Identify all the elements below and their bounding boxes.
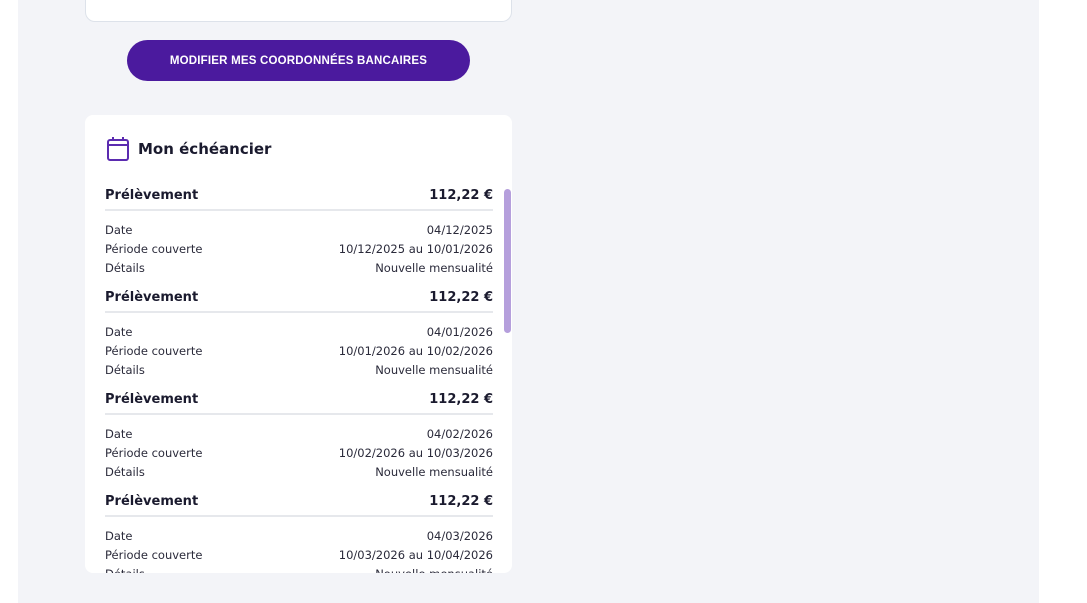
previous-card: [85, 0, 512, 22]
details-value: Nouvelle mensualité: [375, 565, 493, 573]
period-value: 10/01/2026 au 10/02/2026: [338, 344, 493, 358]
page-background: MODIFIER MES COORDONNÉES BANCAIRES Mon é…: [18, 0, 1039, 603]
schedule-item: Prélèvement 112,22 € Date 04/12/2025 Pério…: [105, 188, 493, 290]
modify-bank-details-button[interactable]: MODIFIER MES COORDONNÉES BANCAIRES: [127, 40, 470, 81]
period-row: Période couverte 10/12/2025 au 10/01/2026: [105, 240, 493, 259]
item-header: Prélèvement 112,22 €: [105, 290, 493, 313]
details-value: Nouvelle mensualité: [375, 363, 493, 377]
details-label: Détails: [105, 363, 145, 377]
details-row: Détails Nouvelle mensualité: [105, 565, 493, 573]
date-row: Date 04/03/2026: [105, 527, 493, 546]
schedule-item: Prélèvement 112,22 € Date 04/02/2026 Pério…: [105, 392, 493, 494]
period-label: Période couverte: [105, 344, 203, 358]
calendar-icon: [107, 137, 129, 161]
schedule-header: Mon échéancier: [106, 136, 271, 162]
details-label: Détails: [105, 465, 145, 479]
period-value: 10/12/2025 au 10/01/2026: [338, 242, 493, 256]
schedule-list: Prélèvement 112,22 € Date 04/12/2025 Pério…: [105, 188, 493, 573]
date-label: Date: [105, 529, 133, 543]
details-label: Détails: [105, 261, 145, 275]
item-type: Prélèvement: [105, 494, 199, 509]
period-row: Période couverte 10/03/2026 au 10/04/2026: [105, 546, 493, 565]
period-value: 10/03/2026 au 10/04/2026: [338, 548, 493, 562]
date-value: 04/01/2026: [426, 325, 493, 339]
details-value: Nouvelle mensualité: [375, 465, 493, 479]
period-label: Période couverte: [105, 548, 203, 562]
item-amount: 112,22 €: [429, 290, 493, 305]
period-row: Période couverte 10/01/2026 au 10/02/2026: [105, 342, 493, 361]
period-label: Période couverte: [105, 446, 203, 460]
item-header: Prélèvement 112,22 €: [105, 494, 493, 517]
period-label: Période couverte: [105, 242, 203, 256]
scrollbar-thumb[interactable]: [504, 189, 511, 333]
item-type: Prélèvement: [105, 290, 199, 305]
item-amount: 112,22 €: [429, 494, 493, 509]
details-row: Détails Nouvelle mensualité: [105, 463, 493, 482]
schedule-item: Prélèvement 112,22 € Date 04/03/2026 Pério…: [105, 494, 493, 573]
date-row: Date 04/01/2026: [105, 323, 493, 342]
date-row: Date 04/02/2026: [105, 425, 493, 444]
details-row: Détails Nouvelle mensualité: [105, 361, 493, 380]
details-label: Détails: [105, 565, 145, 573]
date-label: Date: [105, 427, 133, 441]
schedule-title: Mon échéancier: [138, 140, 272, 158]
details-row: Détails Nouvelle mensualité: [105, 259, 493, 278]
date-row: Date 04/12/2025: [105, 221, 493, 240]
schedule-item: Prélèvement 112,22 € Date 04/01/2026 Pério…: [105, 290, 493, 392]
item-header: Prélèvement 112,22 €: [105, 188, 493, 211]
item-header: Prélèvement 112,22 €: [105, 392, 493, 415]
period-row: Période couverte 10/02/2026 au 10/03/2026: [105, 444, 493, 463]
details-value: Nouvelle mensualité: [375, 261, 493, 275]
period-value: 10/02/2026 au 10/03/2026: [338, 446, 493, 460]
date-value: 04/03/2026: [426, 529, 493, 543]
schedule-card: Mon échéancier Prélèvement 112,22 € Date 0…: [85, 115, 512, 573]
item-type: Prélèvement: [105, 392, 199, 407]
item-amount: 112,22 €: [429, 188, 493, 203]
date-label: Date: [105, 325, 133, 339]
date-label: Date: [105, 223, 133, 237]
item-type: Prélèvement: [105, 188, 199, 203]
date-value: 04/12/2025: [426, 223, 493, 237]
item-amount: 112,22 €: [429, 392, 493, 407]
date-value: 04/02/2026: [426, 427, 493, 441]
